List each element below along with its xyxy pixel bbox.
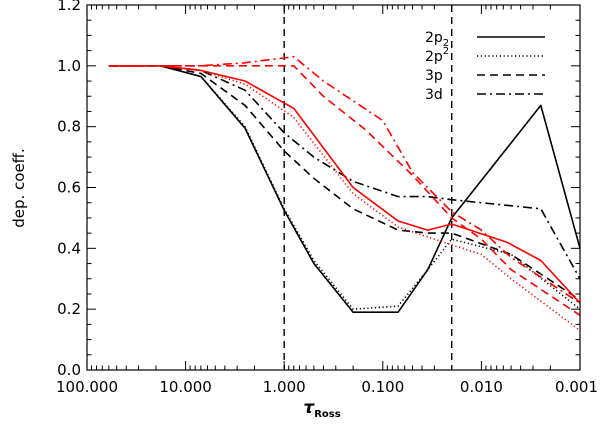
series-line-3 xyxy=(108,65,581,280)
series-line-7 xyxy=(108,55,581,304)
x-axis-label-main: τ xyxy=(303,398,315,418)
tick-labels: 100.000 10.000 1.000 0.100 0.010 0.001 0.0 0.2 0… xyxy=(56,0,598,396)
y-tick-label: 1.0 xyxy=(57,57,81,75)
x-tick-label: 100.000 xyxy=(56,378,118,396)
x-tick-label: 10.000 xyxy=(159,378,212,396)
axis-ticks xyxy=(86,4,581,371)
y-tick-label: 0.4 xyxy=(57,239,81,257)
series-line-2 xyxy=(108,65,581,301)
series-line-1 xyxy=(108,65,581,311)
x-tick-label: 0.001 xyxy=(555,378,598,396)
legend-label: 2p2 xyxy=(425,46,449,65)
y-tick-label: 1.2 xyxy=(57,0,81,14)
series-line-0 xyxy=(108,65,581,314)
legend-label: 3p xyxy=(425,68,443,84)
x-axis-label-sub: Ross xyxy=(314,409,341,420)
legend-label: 2p2 xyxy=(425,30,449,49)
series-line-6 xyxy=(108,65,581,316)
y-tick-label: 0.8 xyxy=(57,118,81,136)
y-tick-label: 0.0 xyxy=(57,361,81,379)
y-tick-label: 0.6 xyxy=(57,179,81,197)
y-tick-label: 0.2 xyxy=(57,300,81,318)
series-line-5 xyxy=(108,65,581,332)
legend-label: 3d xyxy=(425,87,443,103)
x-tick-label: 1.000 xyxy=(263,378,306,396)
plot-frame xyxy=(86,4,581,371)
x-tick-label: 0.100 xyxy=(361,378,404,396)
y-axis-label: dep. coeff. xyxy=(10,148,28,228)
x-tick-label: 0.010 xyxy=(460,378,503,396)
series-line-4 xyxy=(108,65,581,304)
series-lines xyxy=(108,55,581,332)
x-axis-label: τRoss xyxy=(303,398,340,420)
